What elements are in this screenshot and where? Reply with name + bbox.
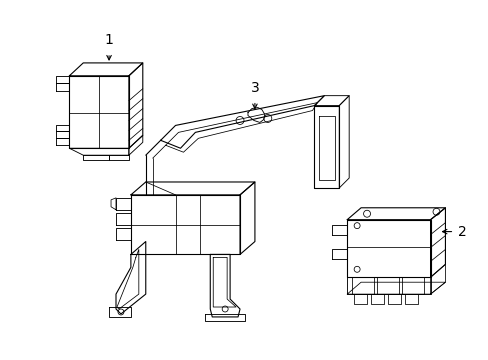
Text: 3: 3	[250, 81, 259, 95]
Text: 2: 2	[457, 225, 466, 239]
Text: 1: 1	[104, 33, 113, 47]
